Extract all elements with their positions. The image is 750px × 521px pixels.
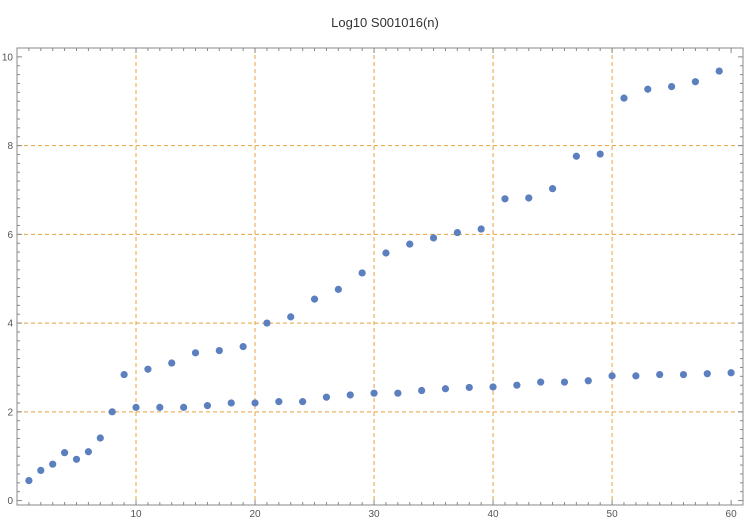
data-point-26 bbox=[322, 393, 331, 401]
data-point-36 bbox=[441, 385, 450, 393]
x-tick-label-10: 10 bbox=[130, 509, 142, 520]
data-point-52 bbox=[632, 372, 640, 380]
x-tick-label-50: 50 bbox=[607, 509, 619, 520]
data-point-46 bbox=[560, 378, 569, 386]
data-points bbox=[25, 67, 735, 485]
data-point-45 bbox=[548, 185, 557, 193]
y-tick-label-6: 6 bbox=[7, 230, 13, 241]
data-point-2 bbox=[37, 466, 45, 474]
data-point-54 bbox=[656, 370, 664, 379]
chart-title: Log10 S001016(n) bbox=[331, 15, 439, 30]
data-point-21 bbox=[263, 319, 271, 327]
data-point-55 bbox=[667, 83, 676, 91]
y-tick-label-8: 8 bbox=[7, 141, 13, 152]
grid-lines bbox=[17, 48, 743, 505]
data-point-35 bbox=[429, 234, 438, 242]
data-point-30 bbox=[370, 389, 378, 397]
data-point-23 bbox=[287, 313, 295, 321]
data-point-9 bbox=[120, 370, 128, 379]
data-point-24 bbox=[299, 398, 307, 406]
data-point-41 bbox=[501, 195, 509, 203]
data-point-58 bbox=[703, 370, 711, 378]
y-tick-label-10: 10 bbox=[2, 52, 14, 63]
x-tick-label-60: 60 bbox=[726, 509, 738, 520]
data-point-12 bbox=[156, 403, 164, 411]
data-point-11 bbox=[144, 365, 152, 373]
y-tick-label-4: 4 bbox=[7, 319, 13, 330]
data-point-42 bbox=[513, 381, 521, 389]
data-point-57 bbox=[691, 78, 699, 86]
data-point-22 bbox=[275, 398, 283, 406]
data-point-14 bbox=[180, 403, 188, 411]
data-point-44 bbox=[537, 378, 545, 386]
data-point-18 bbox=[227, 399, 235, 407]
data-point-31 bbox=[382, 249, 390, 257]
data-point-50 bbox=[608, 372, 616, 380]
x-tick-label-30: 30 bbox=[368, 509, 380, 520]
data-point-32 bbox=[394, 389, 402, 397]
data-point-5 bbox=[72, 455, 81, 463]
data-point-51 bbox=[620, 94, 628, 102]
data-point-53 bbox=[644, 85, 652, 93]
data-point-15 bbox=[191, 349, 200, 357]
data-point-20 bbox=[251, 399, 259, 407]
data-point-40 bbox=[489, 383, 497, 391]
data-point-49 bbox=[596, 150, 604, 158]
data-point-13 bbox=[168, 359, 176, 367]
plot-frame bbox=[16, 47, 744, 506]
data-point-4 bbox=[61, 449, 69, 457]
data-point-29 bbox=[358, 269, 366, 277]
data-point-1 bbox=[25, 476, 33, 485]
data-point-6 bbox=[84, 448, 93, 456]
data-point-56 bbox=[679, 370, 688, 379]
data-point-47 bbox=[572, 152, 580, 160]
data-point-3 bbox=[49, 460, 57, 468]
y-tick-label-0: 0 bbox=[7, 496, 13, 507]
data-point-8 bbox=[108, 408, 116, 416]
axes: 10 20 30 40 50 60 0 2 4 6 8 10 bbox=[2, 47, 744, 520]
data-point-17 bbox=[215, 346, 223, 355]
data-point-10 bbox=[132, 403, 140, 411]
data-point-43 bbox=[525, 194, 533, 202]
data-point-48 bbox=[584, 377, 592, 385]
data-point-39 bbox=[477, 225, 485, 233]
x-tick-label-40: 40 bbox=[488, 509, 500, 520]
data-point-60 bbox=[727, 369, 735, 377]
x-tick-label-20: 20 bbox=[249, 509, 261, 520]
data-point-34 bbox=[418, 386, 426, 395]
data-point-37 bbox=[453, 228, 461, 237]
data-point-38 bbox=[465, 383, 473, 392]
data-point-27 bbox=[334, 285, 342, 293]
data-point-16 bbox=[203, 402, 212, 410]
data-point-25 bbox=[310, 295, 319, 303]
data-point-19 bbox=[239, 343, 247, 351]
data-point-7 bbox=[96, 434, 104, 442]
data-point-28 bbox=[346, 391, 354, 399]
data-point-59 bbox=[715, 67, 723, 75]
y-tick-label-2: 2 bbox=[7, 407, 13, 418]
data-point-33 bbox=[406, 240, 414, 248]
